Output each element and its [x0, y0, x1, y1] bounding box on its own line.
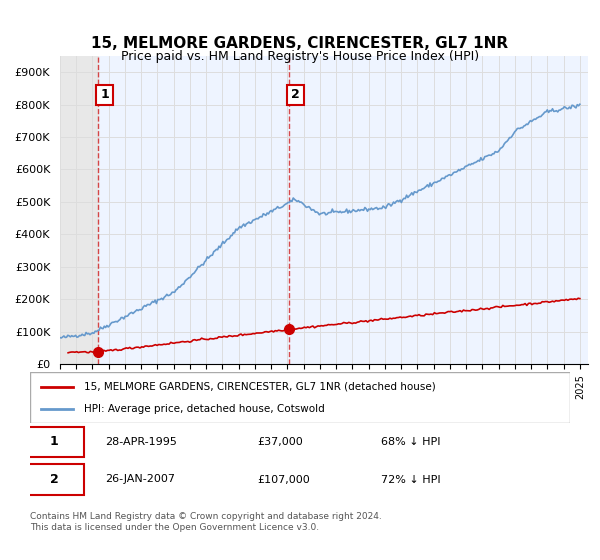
Text: £107,000: £107,000 — [257, 474, 310, 484]
Text: 15, MELMORE GARDENS, CIRENCESTER, GL7 1NR (detached house): 15, MELMORE GARDENS, CIRENCESTER, GL7 1N… — [84, 381, 436, 391]
Text: 1: 1 — [50, 435, 59, 448]
Bar — [60, 56, 98, 364]
Text: 2: 2 — [50, 473, 59, 486]
Text: 26-JAN-2007: 26-JAN-2007 — [106, 474, 176, 484]
Polygon shape — [60, 56, 98, 364]
Text: £37,000: £37,000 — [257, 437, 302, 447]
Text: HPI: Average price, detached house, Cotswold: HPI: Average price, detached house, Cots… — [84, 404, 325, 414]
Text: 72% ↓ HPI: 72% ↓ HPI — [381, 474, 440, 484]
Text: 1: 1 — [100, 88, 109, 101]
Text: Price paid vs. HM Land Registry's House Price Index (HPI): Price paid vs. HM Land Registry's House … — [121, 50, 479, 63]
FancyBboxPatch shape — [25, 464, 84, 494]
Text: 28-APR-1995: 28-APR-1995 — [106, 437, 178, 447]
Text: 68% ↓ HPI: 68% ↓ HPI — [381, 437, 440, 447]
FancyBboxPatch shape — [25, 427, 84, 457]
Text: 2: 2 — [291, 88, 300, 101]
FancyBboxPatch shape — [30, 372, 570, 423]
Text: 15, MELMORE GARDENS, CIRENCESTER, GL7 1NR: 15, MELMORE GARDENS, CIRENCESTER, GL7 1N… — [91, 36, 509, 52]
Text: Contains HM Land Registry data © Crown copyright and database right 2024.
This d: Contains HM Land Registry data © Crown c… — [30, 512, 382, 532]
